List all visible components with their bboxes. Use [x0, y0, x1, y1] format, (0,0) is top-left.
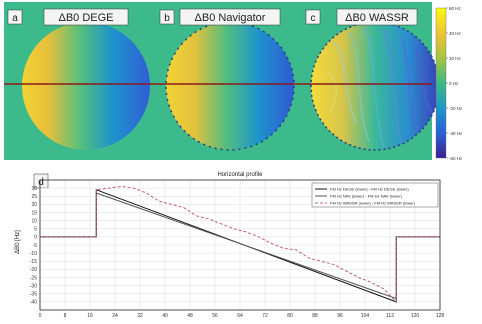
colorbar-tick-label: 0 Hz: [449, 81, 459, 86]
colorbar-tick-label: 20 Hz: [449, 56, 462, 61]
y-tick-label: -10: [30, 251, 37, 257]
y-tick-label: 5: [34, 227, 37, 233]
x-tick-label: 72: [262, 313, 268, 319]
profile-chart: d Horizontal profile ΔB0 [Hz] 0 8 16 24 32 40…: [4, 170, 478, 324]
y-axis-label: ΔB0 [Hz]: [15, 230, 21, 254]
x-tick-label: 40: [162, 313, 168, 319]
y-tick-label: 25: [31, 194, 37, 200]
svg-text:ΔB0 Navigator: ΔB0 Navigator: [195, 12, 266, 24]
x-tick-label: 96: [337, 313, 343, 319]
y-tick-label: 30: [31, 186, 37, 192]
colorbar-tick-label: 40 Hz: [449, 31, 462, 36]
panel-label-c: c: [305, 9, 321, 25]
chart-title: Horizontal profile: [217, 172, 263, 178]
panel-label-d: d: [33, 173, 49, 189]
x-tick-label: 64: [237, 313, 243, 319]
x-tick-label: 80: [287, 313, 293, 319]
x-tick-label: 48: [187, 313, 193, 319]
chart-legend: FM Hz DEGE (lower) - FM Hz DEGE (lower) F…: [311, 182, 439, 208]
y-tick-label: -20: [30, 267, 37, 273]
x-tick-label: 120: [411, 313, 420, 319]
x-tick-labels: 0 8 16 24 32 40 48 56 64 72 80 88 96 104 112 120 128: [39, 313, 445, 319]
panel-title-b: ΔB0 Navigator: [179, 8, 281, 26]
colorbar-tick-label: -40 Hz: [449, 131, 463, 136]
svg-text:a: a: [12, 13, 18, 24]
x-tick-label: 32: [137, 313, 143, 319]
svg-text:b: b: [164, 13, 170, 24]
y-tick-label: -15: [30, 259, 37, 265]
chart-series: [40, 185, 440, 304]
y-tick-labels: 30 25 20 15 10 5 0 -5 -10 -15 -20 -25 -30 -35 -40: [30, 186, 37, 306]
colorbar-tick-label: 60 Hz: [449, 6, 462, 11]
panel-label-a: a: [7, 9, 23, 25]
colorbar: [435, 7, 447, 159]
x-tick-label: 112: [386, 313, 394, 319]
y-tick-label: -25: [30, 275, 37, 281]
x-tick-label: 8: [64, 313, 67, 319]
panel-label-b: b: [159, 9, 175, 25]
y-tick-label: -40: [30, 300, 37, 306]
x-tick-label: 0: [39, 313, 42, 319]
y-tick-label: 0: [34, 235, 37, 241]
panel-title-a: ΔB0 DEGE: [43, 8, 129, 26]
dege-map-disk: [22, 22, 150, 150]
wassr-map-artifacts: [325, 27, 433, 149]
x-tick-label: 16: [87, 313, 93, 319]
y-tick-label: 20: [31, 202, 37, 208]
colorbar-ticks: 60 Hz 40 Hz 20 Hz 0 Hz -20 Hz -40 Hz -60 Hz: [446, 6, 463, 160]
y-tick-label: 15: [31, 210, 37, 216]
x-tick-label: 128: [436, 313, 445, 319]
svg-text:c: c: [311, 13, 316, 24]
colorbar-tick-label: -20 Hz: [449, 106, 463, 111]
colorbar-tick-label: -60 Hz: [449, 156, 463, 160]
y-tick-label: -35: [30, 292, 37, 298]
b0-map-panels: a ΔB0 DEGE b ΔB0 Navigator c ΔB0 WASSR 6…: [4, 2, 463, 160]
y-tick-label: -30: [30, 283, 37, 289]
x-tick-label: 104: [361, 313, 370, 319]
legend-box: [311, 182, 439, 208]
x-tick-label: 56: [212, 313, 218, 319]
x-tick-label: 88: [312, 313, 318, 319]
x-tick-label: 24: [112, 313, 118, 319]
series-line-3: [40, 185, 440, 304]
legend-label: FM Hz NAV (lower) - FM Hz NAV (lower): [330, 194, 403, 199]
y-tick-label: 10: [31, 218, 37, 224]
plot-frame: [39, 179, 441, 311]
panel-title-c: ΔB0 WASSR: [336, 8, 418, 26]
svg-text:d: d: [38, 177, 44, 188]
svg-text:ΔB0 DEGE: ΔB0 DEGE: [58, 12, 113, 24]
legend-label: FM Hz WASSR (lower) - FM Hz WASSR (lower…: [330, 201, 416, 206]
legend-label: FM Hz DEGE (lower) - FM Hz DEGE (lower): [330, 187, 409, 192]
navigator-map-disk: [166, 22, 294, 150]
chart-grid: [39, 180, 441, 310]
y-tick-label: -5: [33, 243, 38, 249]
svg-text:ΔB0 WASSR: ΔB0 WASSR: [345, 12, 409, 24]
